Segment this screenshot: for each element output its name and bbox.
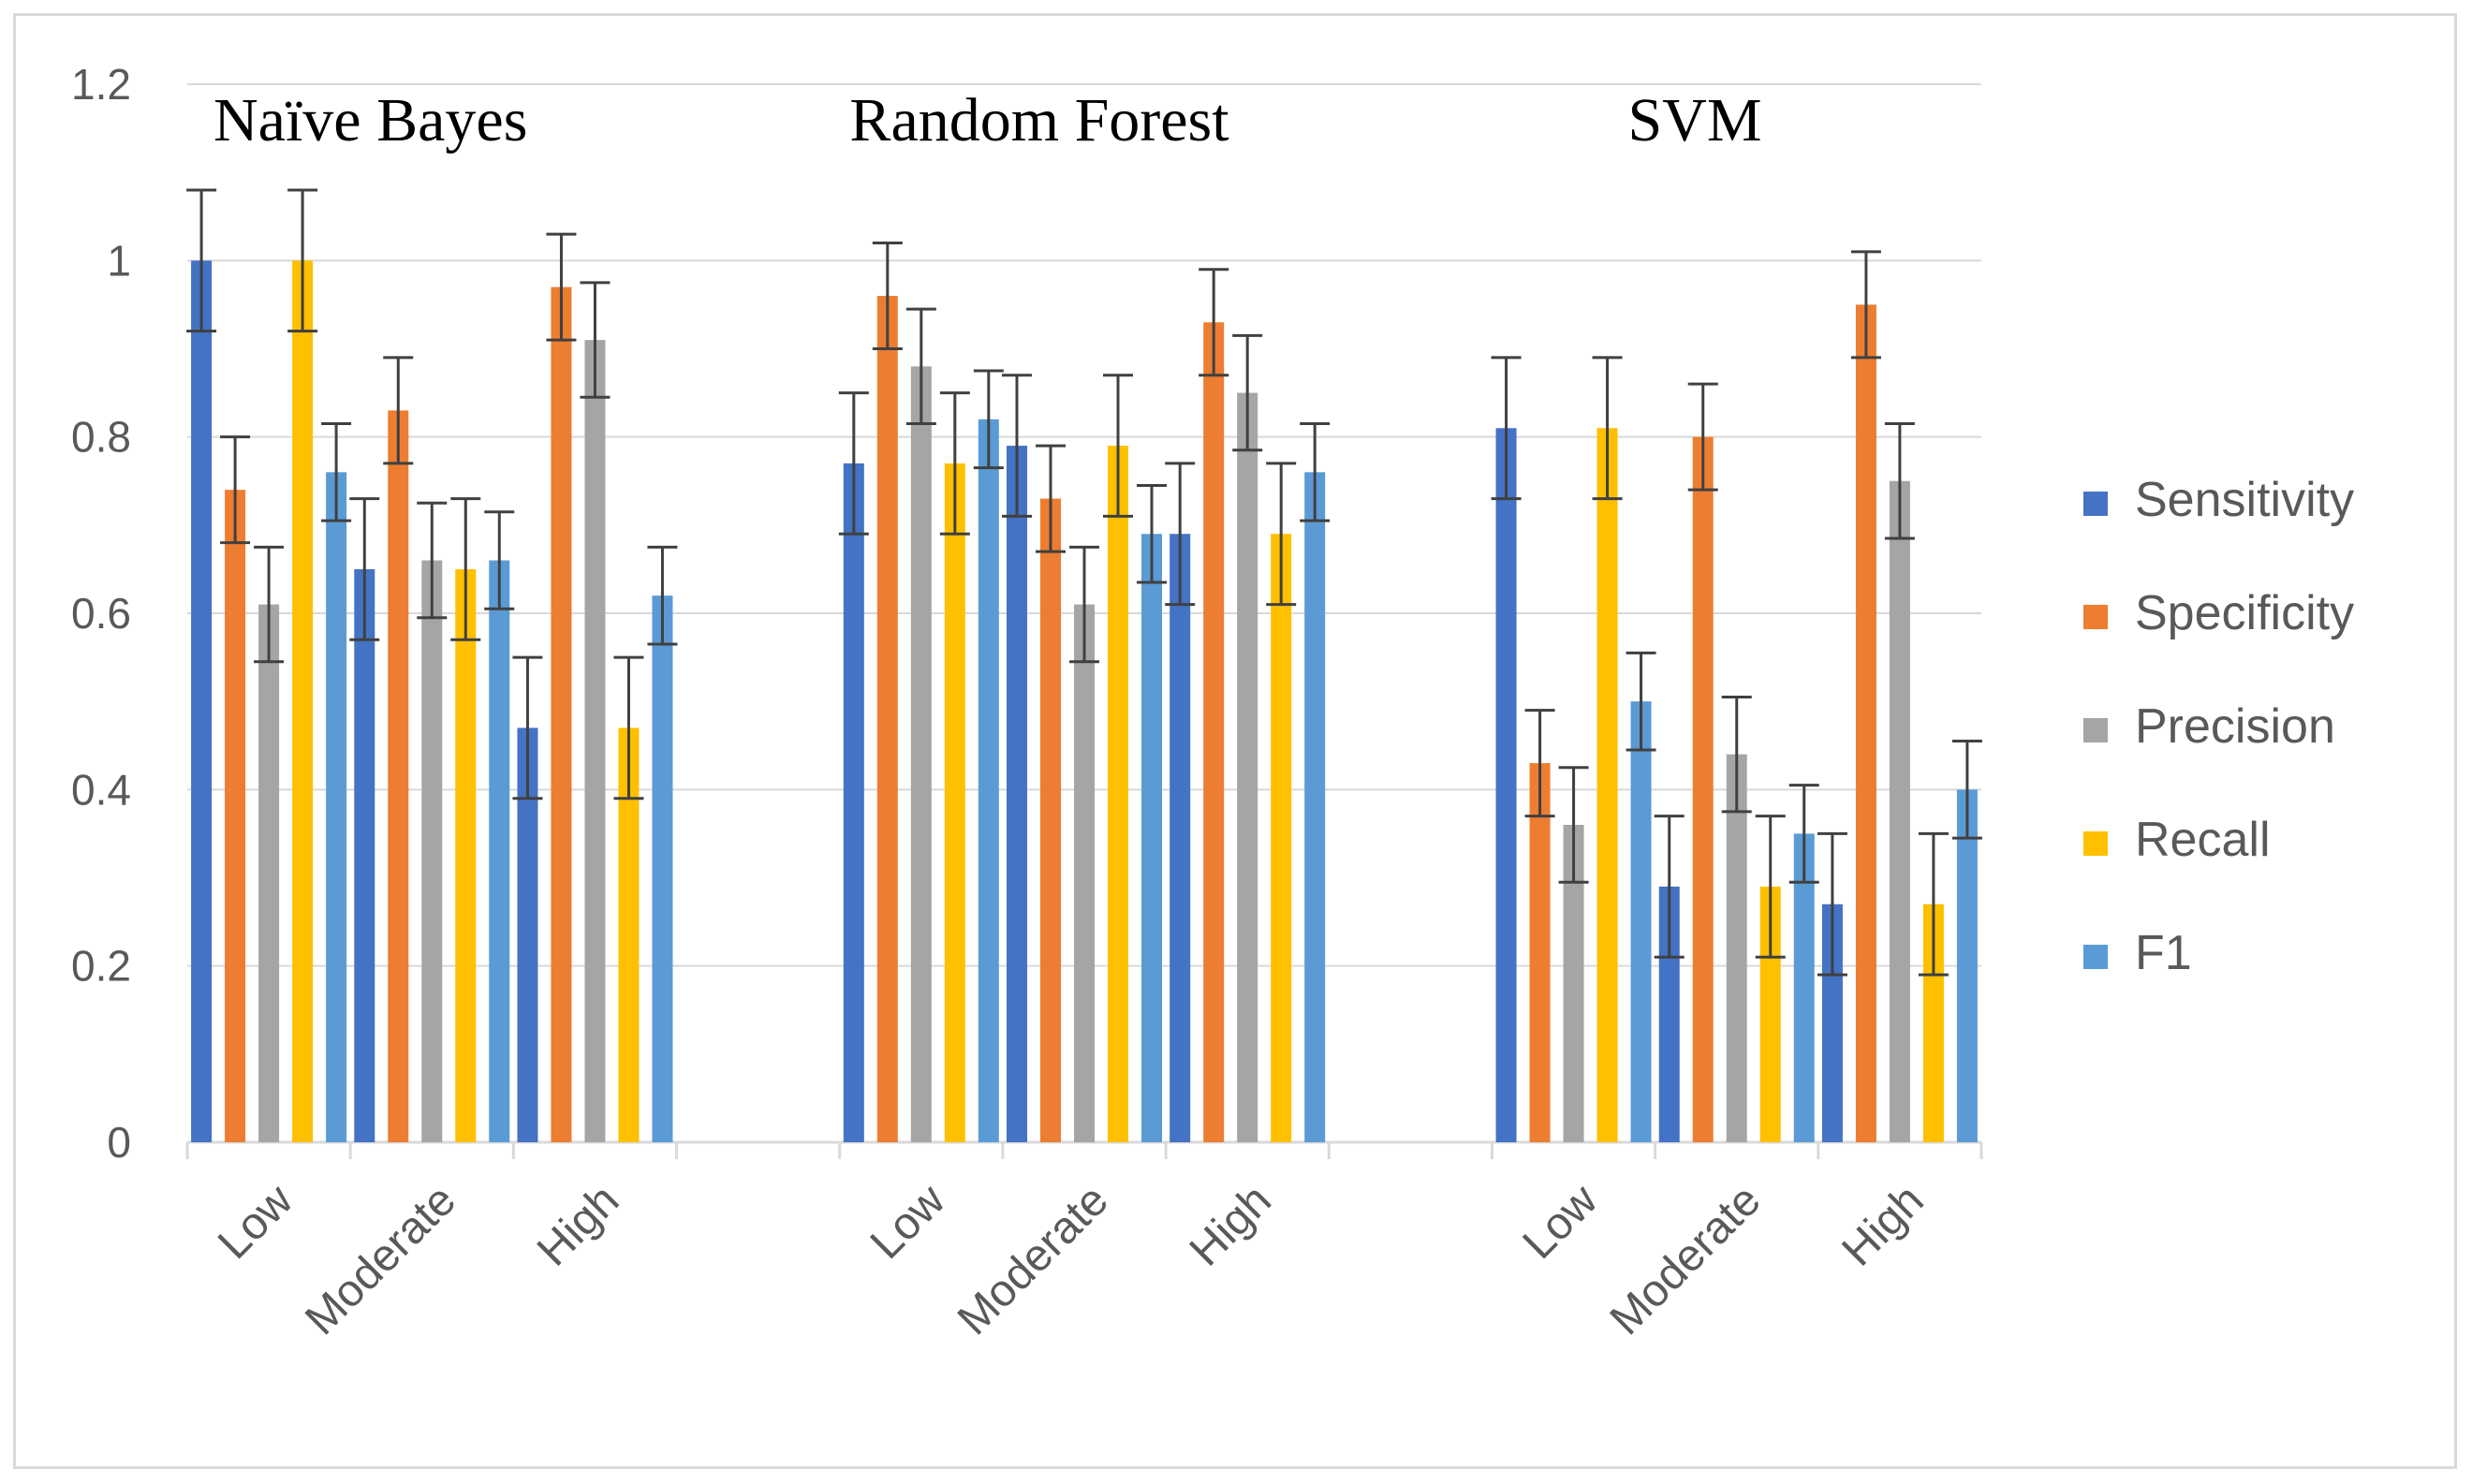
y-tick-label: 0.6 (71, 589, 131, 638)
bar-f1 (489, 560, 510, 1142)
group-title: Random Forest (849, 86, 1229, 154)
bar-f1 (1304, 472, 1326, 1142)
y-tick-label: 1 (107, 236, 131, 285)
legend-swatch-sensitivity (2083, 492, 2108, 516)
bar-sensitivity (517, 727, 538, 1142)
x-category-label: Moderate (296, 1175, 465, 1344)
bar-specificity (1855, 304, 1876, 1143)
bar-f1 (1141, 534, 1162, 1142)
x-category-label: Moderate (1601, 1175, 1771, 1344)
bar-sensitivity (1658, 886, 1680, 1142)
legend-label: Recall (2135, 813, 2271, 867)
bar-sensitivity (1495, 428, 1517, 1142)
x-category-label: Low (1514, 1175, 1608, 1269)
bar-precision (421, 560, 443, 1142)
bar-sensitivity (354, 568, 375, 1142)
legend-label: Precision (2135, 699, 2335, 754)
bar-precision (1726, 754, 1747, 1142)
bar-recall (618, 727, 640, 1142)
legend-label: Sensitivity (2135, 473, 2354, 527)
bar-sensitivity (843, 463, 864, 1143)
y-tick-label: 0 (107, 1118, 131, 1167)
bar-recall (944, 463, 965, 1143)
bar-sensitivity (1007, 446, 1027, 1142)
bar-specificity (1529, 763, 1551, 1142)
bar-precision (584, 340, 606, 1142)
bar-recall (1271, 534, 1292, 1142)
group-title: SVM (1627, 86, 1761, 154)
bar-recall (455, 568, 477, 1142)
y-tick-label: 1.2 (71, 60, 131, 109)
chart-frame (13, 13, 2457, 1469)
bar-specificity (1040, 498, 1061, 1142)
legend-label: Specificity (2135, 586, 2354, 640)
x-category-label: Low (861, 1175, 955, 1269)
x-category-label: High (528, 1175, 628, 1275)
bar-specificity (1203, 322, 1225, 1142)
group-title: Naïve Bayes (213, 86, 527, 154)
bar-f1 (1630, 701, 1652, 1142)
legend-swatch-specificity (2083, 605, 2108, 629)
bar-specificity (225, 490, 246, 1142)
legend-swatch-f1 (2083, 945, 2108, 969)
bar-precision (1237, 392, 1258, 1142)
bar-f1 (1956, 789, 1978, 1142)
y-tick-label: 0.4 (71, 765, 131, 814)
bar-specificity (551, 287, 572, 1142)
x-category-label: High (1181, 1175, 1281, 1275)
x-category-label: Low (209, 1175, 302, 1269)
bar-recall (1759, 886, 1781, 1142)
bar-specificity (876, 296, 898, 1142)
bar-specificity (1692, 436, 1714, 1143)
bar-precision (910, 366, 932, 1142)
bar-sensitivity (1170, 534, 1191, 1142)
legend-swatch-recall (2083, 831, 2108, 856)
legend-label: F1 (2135, 926, 2192, 980)
y-tick-label: 0.8 (71, 413, 131, 462)
y-tick-label: 0.2 (71, 942, 131, 991)
bar-precision (1074, 604, 1095, 1142)
bar-f1 (1793, 833, 1815, 1142)
bar-sensitivity (1821, 904, 1843, 1142)
bar-precision (1563, 825, 1584, 1142)
bar-sensitivity (191, 260, 213, 1142)
bar-recall (1108, 446, 1128, 1142)
bar-specificity (388, 410, 409, 1143)
bar-f1 (326, 472, 347, 1142)
bar-f1 (652, 595, 673, 1142)
x-category-label: High (1832, 1175, 1933, 1275)
legend-swatch-precision (2083, 718, 2108, 742)
x-category-label: Moderate (949, 1175, 1118, 1344)
bar-recall (1596, 428, 1618, 1142)
bar-recall (1922, 904, 1944, 1142)
bar-recall (292, 260, 314, 1142)
bar-precision (1889, 480, 1910, 1142)
bar-precision (258, 604, 280, 1142)
bar-f1 (978, 419, 999, 1142)
